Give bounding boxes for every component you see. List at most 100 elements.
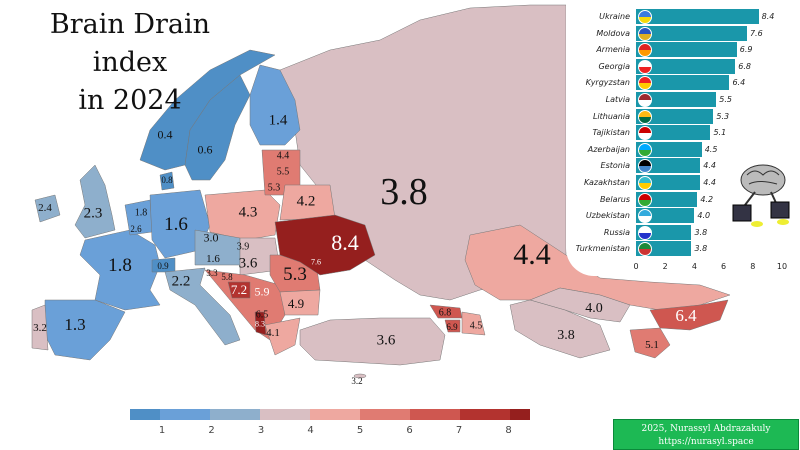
- map-value-bulgaria: 4.9: [287, 296, 305, 311]
- map-value-france: 1.8: [108, 255, 132, 276]
- map-value-austria: 1.6: [206, 253, 220, 265]
- region-tajikistan: [629, 327, 671, 359]
- region-albania: [254, 311, 267, 336]
- legend-swatch: [130, 409, 160, 420]
- legend-tick: 8: [505, 425, 512, 436]
- bar-value: 5.5: [719, 95, 733, 104]
- chart-row: Armenia 6.9: [566, 42, 800, 58]
- chart-row: Belarus 4.2: [566, 191, 800, 207]
- map-value-slovenia: 3.3: [206, 268, 218, 278]
- legend-swatch: [210, 409, 260, 420]
- map-value-latvia: 5.5: [276, 166, 290, 178]
- region-armenia: [444, 319, 461, 333]
- map-value-norway: 0.4: [157, 127, 173, 142]
- bar-label: Tajikistan: [592, 128, 630, 138]
- bar-label: Kazakhstan: [584, 178, 630, 187]
- bar: [636, 108, 714, 124]
- flag-icon: [638, 76, 652, 91]
- region-bosnia: [227, 281, 251, 299]
- bar-value: 4.4: [703, 161, 716, 171]
- flag-icon: [638, 109, 652, 124]
- map-title: Brain Drain index in 2024: [10, 6, 250, 120]
- legend-tick: 2: [208, 425, 215, 436]
- credit-box: 2025, Nurassyl Abdrazakuly https://nuras…: [613, 419, 799, 450]
- flag-icon: [638, 176, 652, 190]
- credit-url[interactable]: https://nurasyl.space: [658, 437, 754, 447]
- legend-tick: 5: [356, 425, 364, 436]
- map-value-finland: 1.4: [268, 112, 288, 129]
- bar-value: 5.3: [716, 111, 730, 121]
- region-italy: [164, 267, 241, 346]
- bar: [636, 141, 702, 157]
- map-value-sweden: 0.6: [197, 142, 213, 157]
- bar: [636, 25, 747, 41]
- map-value-georgia: 6.8: [438, 307, 452, 319]
- bar: [636, 58, 736, 74]
- bar-label: Turkmenistan: [575, 244, 630, 254]
- bar-label: Russia: [603, 227, 630, 237]
- region-uzbekistan: [529, 287, 631, 323]
- map-value-poland: 4.3: [238, 204, 258, 221]
- map-value-slovakia: 3.9: [236, 241, 250, 253]
- region-ukraine: [274, 214, 376, 276]
- region-azerbaijan: [461, 311, 486, 336]
- color-legend: [130, 409, 530, 420]
- flag-icon: [638, 126, 652, 141]
- chart-row: Tajikistan 5.1: [566, 125, 800, 141]
- region-uk: [74, 164, 116, 239]
- region-greece: [264, 317, 301, 356]
- region-norway: [139, 49, 276, 171]
- map-value-cyprus: 3.2: [351, 376, 363, 386]
- bar: [636, 75, 730, 91]
- map-value-germany: 1.6: [164, 214, 188, 235]
- region-cyprus: [353, 373, 367, 379]
- region-portugal: [31, 304, 49, 351]
- chart-row: Georgia 6.8: [566, 58, 800, 74]
- chart-row: Lithuania 5.3: [566, 108, 800, 124]
- region-sweden: [184, 74, 251, 181]
- bar-label: Armenia: [596, 45, 630, 55]
- flag-icon: [638, 209, 652, 224]
- flag-icon: [638, 10, 652, 24]
- map-value-hungary: 3.6: [238, 255, 258, 272]
- bar: [636, 175, 701, 190]
- map-value-armenia: 6.9: [446, 322, 458, 332]
- map-value-albania: 8.3: [255, 319, 265, 329]
- map-value-uzbekistan: 4.0: [585, 301, 603, 316]
- bar: [636, 9, 759, 24]
- map-value-russia: 3.8: [380, 171, 428, 213]
- map-value-belarus: 4.2: [296, 193, 316, 210]
- bar-value: 5.1: [713, 128, 727, 138]
- map-value-north-macedonia: 6.5: [255, 309, 269, 321]
- legend-swatch: [460, 409, 510, 420]
- bar-value: 6.9: [739, 45, 753, 55]
- bar-label: Azerbaijan: [587, 144, 630, 154]
- legend-tick: 1: [158, 425, 166, 436]
- legend-tick: 7: [455, 425, 463, 436]
- map-value-azerbaijan: 4.5: [469, 320, 483, 332]
- map-value-ireland: 2.4: [38, 202, 52, 214]
- x-tick-label: 0: [633, 262, 639, 271]
- flag-icon: [638, 59, 652, 74]
- legend-swatch: [260, 409, 310, 420]
- x-tick-label: 6: [721, 262, 727, 271]
- bar-value: 4.2: [700, 194, 714, 204]
- map-value-denmark: 0.8: [161, 175, 173, 185]
- chart-row: Azerbaijan 4.5: [566, 141, 800, 157]
- legend-swatch: [510, 409, 530, 420]
- chart-row: Ukraine 8.4: [566, 9, 800, 24]
- flag-icon: [638, 43, 652, 58]
- bar-value: 4.4: [703, 178, 716, 187]
- chart-row: Kyrgyzstan 6.4: [566, 75, 800, 91]
- legend-tick: 4: [307, 425, 314, 436]
- flag-icon: [638, 242, 652, 257]
- bar: [636, 92, 717, 107]
- map-value-spain: 1.3: [64, 315, 86, 334]
- flag-icon: [638, 192, 652, 207]
- map-value-lithuania: 5.3: [267, 182, 281, 194]
- chart-row: Latvia 5.5: [566, 92, 800, 107]
- x-tick-label: 8: [750, 262, 756, 271]
- brain-with-suitcases-icon: [732, 164, 790, 227]
- bar-label: Moldova: [596, 28, 630, 38]
